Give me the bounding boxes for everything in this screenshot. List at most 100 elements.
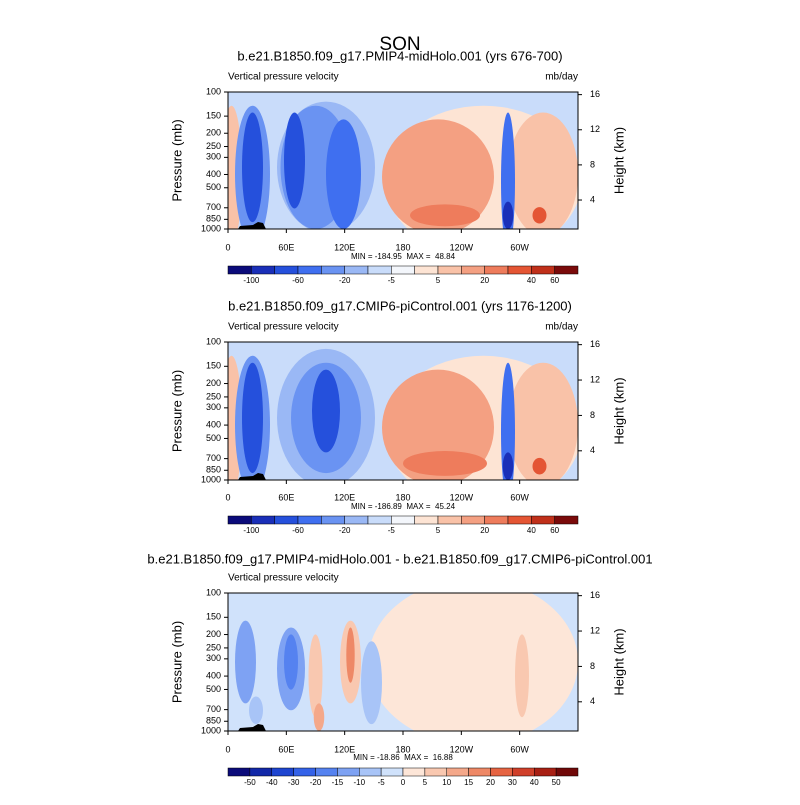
contour-fill: [312, 369, 340, 453]
y-tick-label: 500: [206, 433, 221, 443]
x-tick-label: 120W: [450, 492, 474, 502]
y2-tick-label: 12: [590, 625, 600, 635]
contour-fill: [242, 112, 263, 223]
colorbar-box: [512, 767, 535, 777]
contour-fill: [326, 119, 361, 229]
contour-fill: [249, 696, 263, 725]
colorbar-box: [414, 515, 439, 525]
panel-title: b.e21.B1850.f09_g17.PMIP4-midHolo.001 - …: [147, 551, 652, 566]
variable-label: Vertical pressure velocity: [228, 573, 339, 584]
y-tick-label: 400: [206, 419, 221, 429]
panel-title: b.e21.B1850.f09_g17.PMIP4-midHolo.001 (y…: [237, 48, 562, 63]
colorbar-label: -10: [353, 778, 365, 787]
x-tick-label: 0: [225, 744, 230, 754]
y2-tick-label: 16: [590, 339, 600, 349]
colorbar-label: 40: [527, 526, 536, 535]
contour-field: [228, 342, 578, 480]
topography: [238, 222, 266, 229]
colorbar-box: [534, 767, 557, 777]
y-tick-label: 850: [206, 214, 221, 224]
contour-fill: [242, 362, 263, 474]
contour-fill: [368, 593, 578, 731]
contour-fill: [532, 457, 547, 475]
colorbar-box: [297, 265, 322, 275]
x-tick-label: 60E: [278, 492, 294, 502]
contour-field: [228, 92, 578, 229]
contour-fill: [508, 362, 578, 480]
colorbar-box: [271, 767, 294, 777]
colorbar-label: -5: [388, 276, 396, 285]
contour-fill: [532, 207, 547, 224]
colorbar-box: [531, 515, 555, 525]
y-tick-label: 700: [206, 704, 221, 714]
y-tick-label: 400: [206, 670, 221, 680]
y-tick-label: 150: [206, 110, 221, 120]
y2-tick-label: 12: [590, 374, 600, 384]
y-tick-label: 250: [206, 642, 221, 652]
y-tick-label: 1000: [201, 223, 221, 233]
colorbar-label: 20: [480, 276, 489, 285]
stats-label: MIN = -186.89 MAX = 45.24: [351, 502, 456, 511]
colorbar-label: 5: [436, 526, 441, 535]
topography: [238, 724, 266, 731]
y-tick-label: 700: [206, 453, 221, 463]
y2-tick-label: 8: [590, 661, 595, 671]
stats-label: MIN = -184.95 MAX = 48.84: [351, 252, 456, 261]
y2-axis-label: Height (km): [611, 377, 626, 444]
contour-fill: [501, 362, 515, 480]
units-label: mb/day: [545, 72, 578, 83]
variable-label: Vertical pressure velocity: [228, 72, 339, 83]
colorbar-label: -60: [292, 276, 304, 285]
colorbar-label: 20: [480, 526, 489, 535]
colorbar-label: 30: [508, 778, 517, 787]
colorbar-box: [227, 767, 251, 777]
colorbar-label: -30: [288, 778, 300, 787]
contour-fill: [284, 634, 298, 690]
colorbar-box: [484, 265, 509, 275]
contour-fill: [515, 634, 529, 718]
y-tick-label: 400: [206, 169, 221, 179]
colorbar-box: [315, 767, 338, 777]
colorbar-label: -20: [310, 778, 322, 787]
y-tick-label: 1000: [201, 474, 221, 484]
colorbar-label: 50: [552, 778, 561, 787]
y2-axis-label: Height (km): [611, 628, 626, 695]
colorbar-box: [251, 265, 275, 275]
colorbar-label: 10: [442, 778, 451, 787]
contour-fill: [235, 620, 256, 704]
colorbar-box: [344, 515, 369, 525]
contour-fill: [403, 451, 487, 476]
colorbar-box: [227, 515, 252, 525]
colorbar-box: [274, 265, 299, 275]
figure-title: SON: [379, 34, 420, 55]
colorbar-box: [337, 767, 360, 777]
y-tick-label: 150: [206, 612, 221, 622]
contour-fill: [508, 112, 578, 229]
colorbar-label: 60: [550, 526, 559, 535]
contour-fill: [382, 369, 494, 480]
contour-fill: [382, 119, 494, 229]
contour-fill: [502, 201, 514, 229]
contour-fill: [308, 634, 323, 718]
colorbar-box: [297, 515, 322, 525]
y-tick-label: 250: [206, 391, 221, 401]
contour-fill: [410, 204, 480, 227]
x-tick-label: 180: [395, 744, 410, 754]
y-tick-label: 100: [206, 86, 221, 96]
contour-fill: [501, 112, 515, 229]
y-tick-label: 300: [206, 653, 221, 663]
y2-tick-label: 4: [590, 696, 595, 706]
units-label: mb/day: [545, 322, 578, 333]
colorbar-box: [391, 515, 415, 525]
y-tick-label: 500: [206, 182, 221, 192]
x-tick-label: 120E: [334, 492, 355, 502]
colorbar-box: [507, 515, 532, 525]
x-tick-label: 60W: [510, 242, 529, 252]
colorbar-label: 5: [423, 778, 428, 787]
colorbar-box: [531, 265, 555, 275]
colorbar-box: [402, 767, 426, 777]
colorbar-label: -20: [339, 276, 351, 285]
y-axis-label: Pressure (mb): [169, 621, 184, 703]
y2-tick-label: 8: [590, 410, 595, 420]
